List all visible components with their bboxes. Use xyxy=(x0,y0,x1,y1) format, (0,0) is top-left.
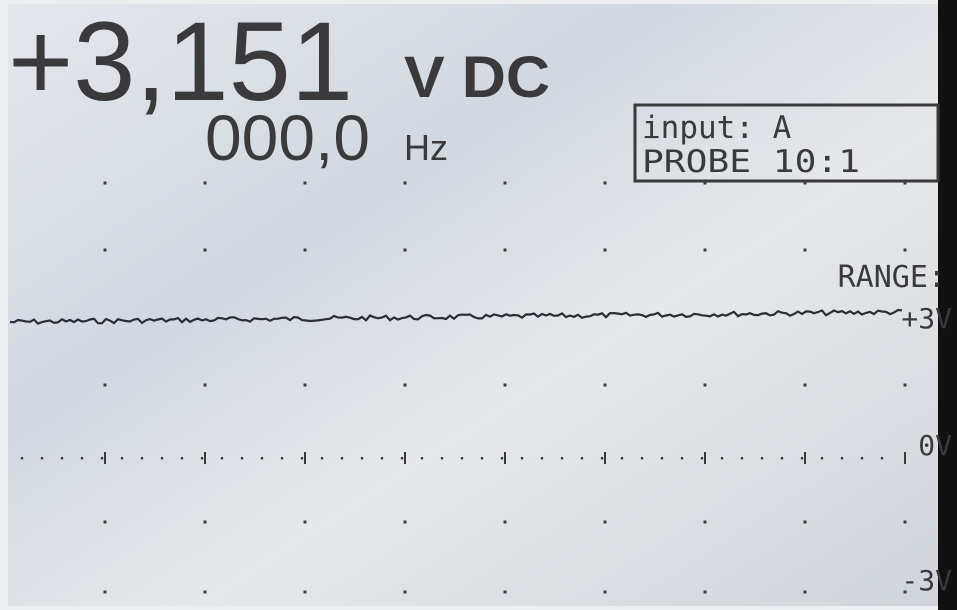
grid-dot xyxy=(504,182,507,185)
axis-dot xyxy=(221,457,223,459)
grid-dot xyxy=(104,249,107,252)
grid-dot xyxy=(804,249,807,252)
axis-dot xyxy=(441,457,443,459)
axis-dot xyxy=(701,457,703,459)
page: +3,151 V DC 000,0 Hz input: A PROBE 10:1… xyxy=(0,0,957,610)
axis-dot xyxy=(41,457,43,459)
scale-middle: 0V xyxy=(918,429,952,462)
grid-dot xyxy=(904,384,907,387)
grid-dot xyxy=(704,521,707,524)
axis-dot xyxy=(141,457,143,459)
axis-dot xyxy=(261,457,263,459)
axis-dot xyxy=(461,457,463,459)
grid-dot xyxy=(604,591,607,594)
grid-dot xyxy=(804,591,807,594)
grid-dot xyxy=(604,384,607,387)
axis-dot xyxy=(81,457,83,459)
grid-dot xyxy=(304,384,307,387)
grid-dot xyxy=(704,384,707,387)
grid-dot xyxy=(604,521,607,524)
axis-dot xyxy=(201,457,203,459)
grid-dot xyxy=(704,591,707,594)
grid-dot xyxy=(404,384,407,387)
axis-dot xyxy=(121,457,123,459)
grid-dot xyxy=(804,384,807,387)
grid-dot xyxy=(204,384,207,387)
axis-dot xyxy=(621,457,623,459)
axis-dot xyxy=(421,457,423,459)
axis-dot xyxy=(821,457,823,459)
grid-dot xyxy=(504,521,507,524)
range-label: RANGE: xyxy=(838,260,946,295)
grid-dot xyxy=(304,249,307,252)
axis-dot xyxy=(601,457,603,459)
axis-dot xyxy=(581,457,583,459)
grid-dot xyxy=(904,521,907,524)
axis-dot xyxy=(801,457,803,459)
axis-dot xyxy=(721,457,723,459)
grid-dot xyxy=(404,249,407,252)
axis-dot xyxy=(61,457,63,459)
axis-dot xyxy=(241,457,243,459)
axis-dot xyxy=(341,457,343,459)
scale-top: +3V xyxy=(901,302,952,335)
grid-dot xyxy=(204,521,207,524)
grid-dot xyxy=(204,182,207,185)
axis-dot xyxy=(541,457,543,459)
axis-dot xyxy=(661,457,663,459)
grid-dot xyxy=(204,591,207,594)
axis-dot xyxy=(781,457,783,459)
axis-dot xyxy=(161,457,163,459)
axis-dot xyxy=(641,457,643,459)
grid-dot xyxy=(204,249,207,252)
axis-dot xyxy=(181,457,183,459)
axis-dot xyxy=(741,457,743,459)
input-label: input: A xyxy=(642,110,792,146)
grid-dot xyxy=(804,521,807,524)
grid-dot xyxy=(504,249,507,252)
probe-label: PROBE 10:1 xyxy=(642,144,860,180)
grid-dot xyxy=(104,182,107,185)
grid-dot xyxy=(604,182,607,185)
grid-dot xyxy=(604,249,607,252)
axis-dot xyxy=(101,457,103,459)
axis-dot xyxy=(861,457,863,459)
axis-dot xyxy=(381,457,383,459)
grid-dot xyxy=(104,521,107,524)
axis-dot xyxy=(501,457,503,459)
grid-dot xyxy=(104,591,107,594)
axis-dot xyxy=(561,457,563,459)
frequency-unit: Hz xyxy=(404,127,448,168)
axis-dot xyxy=(841,457,843,459)
axis-dot xyxy=(681,457,683,459)
grid-dot xyxy=(704,249,707,252)
frequency-reading: 000,0 xyxy=(205,102,370,174)
scope-screen: +3,151 V DC 000,0 Hz input: A PROBE 10:1… xyxy=(0,0,957,610)
scale-bottom: -3V xyxy=(901,564,952,597)
grid-dot xyxy=(504,384,507,387)
axis-dot xyxy=(881,457,883,459)
grid-dot xyxy=(904,249,907,252)
axis-dot xyxy=(301,457,303,459)
grid-dot xyxy=(404,182,407,185)
axis-dot xyxy=(361,457,363,459)
axis-dot xyxy=(401,457,403,459)
axis-dot xyxy=(321,457,323,459)
grid-dot xyxy=(104,384,107,387)
grid-dot xyxy=(404,521,407,524)
grid-dot xyxy=(304,521,307,524)
grid-dot xyxy=(504,591,507,594)
grid-dot xyxy=(404,591,407,594)
axis-dot xyxy=(761,457,763,459)
reading-unit: V DC xyxy=(404,45,550,110)
axis-dot xyxy=(281,457,283,459)
grid-dot xyxy=(304,182,307,185)
axis-dot xyxy=(481,457,483,459)
axis-dot xyxy=(21,457,23,459)
grid-dot xyxy=(304,591,307,594)
axis-dot xyxy=(521,457,523,459)
